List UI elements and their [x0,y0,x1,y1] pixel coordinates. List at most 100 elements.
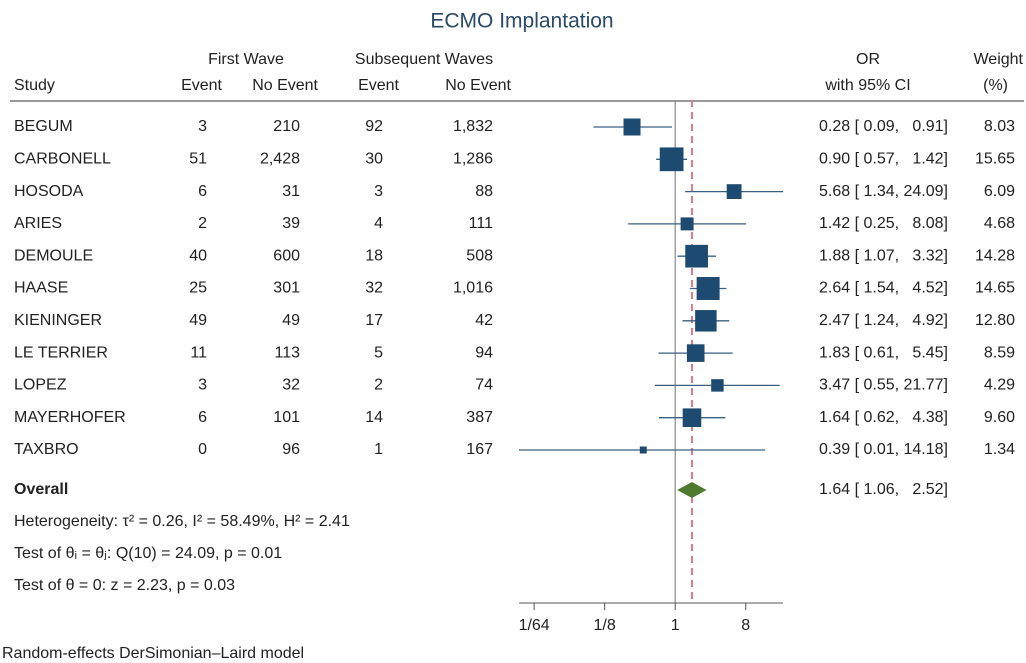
study-name: MAYERHOFER [14,409,126,426]
footer: Random-effects DerSimonian–Laird model [2,645,304,662]
first-no-event: 101 [273,409,300,426]
weight: 8.59 [984,344,1015,361]
or-square [711,379,724,392]
subsequent-event: 92 [365,118,383,135]
subsequent-no-event: 88 [475,183,493,200]
study-name: BEGUM [14,118,73,135]
first-no-event: 600 [273,247,300,264]
weight: 9.60 [984,409,1015,426]
first-no-event: 210 [273,118,300,135]
study-name: DEMOULE [14,247,93,264]
or-header: with 95% CI [824,77,910,94]
or-ci: 0.90 [ 0.57, 1.42] [819,151,948,168]
or-square [695,310,717,332]
subsequent-no-event: 111 [469,215,493,232]
column-header: No Event [252,77,318,94]
or-ci: 0.39 [ 0.01, 14.18] [819,441,948,458]
subsequent-event: 5 [374,344,383,361]
study-name: LE TERRIER [14,344,108,361]
note: Test of θᵢ = θⱼ: Q(10) = 24.09, p = 0.01 [14,545,282,562]
overall-or-ci: 1.64 [ 1.06, 2.52] [819,481,948,498]
first-no-event: 31 [282,183,300,200]
or-square [696,277,720,300]
weight: 6.09 [984,183,1015,200]
note: Heterogeneity: τ² = 0.26, I² = 58.49%, H… [14,513,350,530]
first-event: 11 [190,344,207,361]
first-event: 51 [189,151,207,168]
first-no-event: 113 [274,344,300,361]
or-square [686,344,705,362]
weight-header: Weight [973,51,1023,68]
first-no-event: 39 [282,215,300,232]
or-ci: 2.64 [ 1.54, 4.52] [819,280,948,297]
or-square [639,446,647,454]
or-square [685,244,708,268]
study-name: HOSODA [14,183,84,200]
overall-label: Overall [14,481,68,498]
first-event: 3 [198,118,207,135]
or-square [682,408,702,427]
subsequent-event: 1 [374,441,383,458]
subsequent-no-event: 74 [475,377,493,394]
or-ci: 0.28 [ 0.09, 0.91] [819,118,948,135]
subsequent-event: 3 [374,183,383,200]
column-header: Event [358,77,399,94]
first-no-event: 301 [273,280,300,297]
subsequent-no-event: 387 [466,409,493,426]
first-no-event: 96 [282,441,300,458]
or-ci: 5.68 [ 1.34, 24.09] [819,183,948,200]
first-event: 6 [198,409,207,426]
x-tick-label: 1 [671,617,680,634]
first-event: 25 [189,280,207,297]
subsequent-event: 32 [365,280,383,297]
first-no-event: 2,428 [260,151,300,168]
weight: 4.68 [984,215,1015,232]
weight: 15.65 [975,151,1015,168]
first-event: 0 [198,441,207,458]
weight: 12.80 [975,312,1015,329]
or-square [726,184,742,200]
weight: 4.29 [984,377,1015,394]
subsequent-no-event: 42 [475,312,493,329]
subsequent-event: 2 [374,377,383,394]
study-name: CARBONELL [14,151,111,168]
column-header: Event [181,77,222,94]
first-no-event: 49 [282,312,300,329]
or-ci: 3.47 [ 0.55, 21.77] [819,377,948,394]
or-square [680,217,694,231]
subsequent-event: 17 [365,312,383,329]
first-event: 3 [198,377,207,394]
subsequent-no-event: 508 [466,247,493,264]
subsequent-no-event: 1,016 [453,280,493,297]
subsequent-no-event: 1,832 [453,118,493,135]
or-square [659,147,684,172]
subsequent-no-event: 167 [466,441,493,458]
first-event: 6 [198,183,207,200]
weight: 1.34 [984,441,1015,458]
weight: 14.65 [975,280,1015,297]
subsequent-event: 4 [374,215,383,232]
x-tick-label: 1/8 [594,617,616,634]
or-ci: 1.64 [ 0.62, 4.38] [819,409,948,426]
weight: 14.28 [975,247,1015,264]
overall-diamond [677,482,707,498]
or-ci: 1.42 [ 0.25, 8.08] [819,215,948,232]
group-header: Subsequent Waves [355,51,493,68]
subsequent-no-event: 1,286 [453,151,493,168]
weight: 8.03 [984,118,1015,135]
weight-header: (%) [983,77,1008,94]
subsequent-no-event: 94 [475,344,493,361]
note: Test of θ = 0: z = 2.23, p = 0.03 [14,577,235,594]
study-name: HAASE [14,280,68,297]
or-ci: 1.83 [ 0.61, 5.45] [819,344,948,361]
x-tick-label: 1/64 [519,617,550,634]
first-event: 2 [198,215,207,232]
subsequent-event: 30 [365,151,383,168]
first-event: 49 [189,312,207,329]
subsequent-event: 14 [365,409,383,426]
x-tick-label: 8 [741,617,750,634]
column-header: Study [14,77,55,94]
study-name: ARIES [14,215,62,232]
or-header: OR [856,51,880,68]
